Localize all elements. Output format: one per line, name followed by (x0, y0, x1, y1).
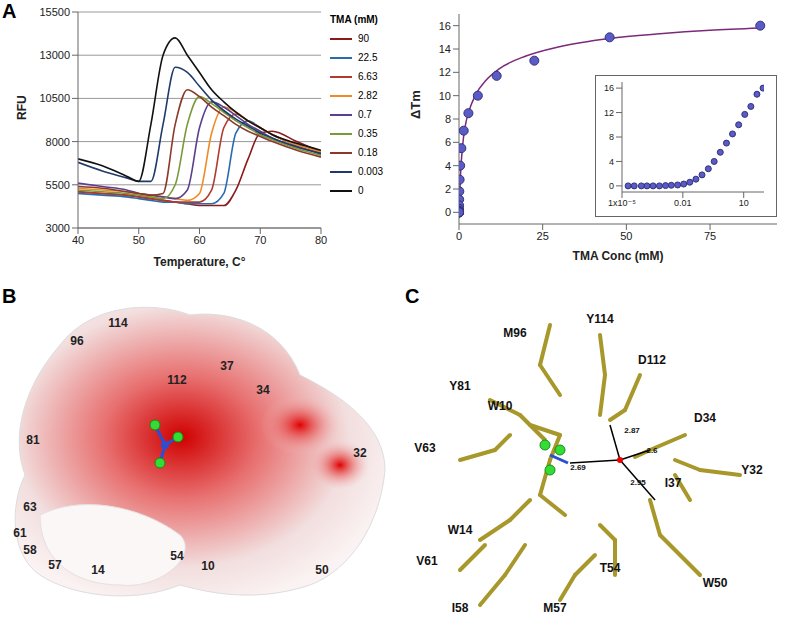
svg-text:10500: 10500 (39, 92, 70, 104)
svg-text:W14: W14 (448, 523, 473, 537)
svg-text:0: 0 (456, 230, 462, 242)
svg-text:W50: W50 (703, 576, 728, 590)
html-text:22.5: 22.5 (358, 52, 378, 63)
svg-text:16: 16 (604, 83, 614, 93)
svg-text:8000: 8000 (46, 136, 70, 148)
svg-text:12: 12 (439, 66, 451, 78)
html-text:B: B (2, 285, 17, 307)
svg-text:112: 112 (167, 373, 187, 387)
svg-text:Y81: Y81 (449, 379, 471, 393)
svg-text:63: 63 (23, 500, 37, 514)
svg-text:0: 0 (609, 181, 614, 191)
svg-text:TMA Conc (mM): TMA Conc (mM) (573, 249, 664, 263)
svg-text:14: 14 (91, 563, 105, 577)
svg-text:2.87: 2.87 (624, 426, 640, 435)
svg-text:W10: W10 (488, 399, 513, 413)
svg-text:10: 10 (201, 559, 215, 573)
svg-text:54: 54 (170, 549, 184, 563)
svg-text:RFU: RFU (15, 95, 29, 120)
svg-text:40: 40 (72, 234, 84, 246)
svg-text:4: 4 (609, 157, 614, 167)
svg-text:60: 60 (193, 234, 205, 246)
svg-text:81: 81 (26, 433, 40, 447)
svg-text:2.6: 2.6 (646, 446, 658, 455)
svg-text:25: 25 (537, 230, 549, 242)
svg-text:I58: I58 (452, 601, 469, 615)
svg-text:14: 14 (439, 43, 451, 55)
svg-text:37: 37 (220, 359, 234, 373)
svg-text:Y114: Y114 (586, 312, 614, 326)
svg-text:5500: 5500 (46, 179, 70, 191)
svg-text:T54: T54 (600, 561, 621, 575)
html-text:A: A (2, 0, 17, 22)
svg-text:V61: V61 (416, 554, 438, 568)
svg-text:M96: M96 (503, 326, 527, 340)
svg-text:50: 50 (133, 234, 145, 246)
svg-text:2.95: 2.95 (630, 478, 646, 487)
svg-text:70: 70 (254, 234, 266, 246)
svg-text:58: 58 (23, 543, 37, 557)
svg-text:Y32: Y32 (741, 463, 763, 477)
html-text:0.7: 0.7 (358, 109, 372, 120)
svg-text:114: 114 (108, 316, 128, 330)
svg-text:61: 61 (13, 526, 27, 540)
svg-text:75: 75 (704, 230, 716, 242)
html-text:0.18: 0.18 (358, 147, 378, 158)
html-text:0: 0 (358, 185, 364, 196)
svg-text:10: 10 (739, 198, 749, 208)
svg-text:32: 32 (353, 446, 367, 460)
html-text:0.003: 0.003 (358, 166, 383, 177)
svg-text:V63: V63 (414, 441, 436, 455)
svg-text:3000: 3000 (46, 222, 70, 234)
svg-text:12: 12 (604, 108, 614, 118)
svg-text:16: 16 (439, 20, 451, 32)
svg-text:96: 96 (70, 334, 84, 348)
html-text:0.35: 0.35 (358, 128, 378, 139)
svg-text:D34: D34 (694, 411, 716, 425)
svg-text:D112: D112 (638, 353, 666, 367)
svg-text:50: 50 (620, 230, 632, 242)
svg-text:13000: 13000 (39, 49, 70, 61)
svg-text:ΔTm: ΔTm (408, 90, 423, 119)
svg-text:Temperature, C°: Temperature, C° (154, 255, 246, 269)
svg-text:15500: 15500 (39, 6, 70, 18)
svg-text:8: 8 (609, 132, 614, 142)
svg-text:10: 10 (439, 90, 451, 102)
html-text:C: C (405, 285, 420, 307)
svg-text:34: 34 (256, 383, 270, 397)
svg-text:4: 4 (445, 160, 451, 172)
html-text:90: 90 (358, 33, 370, 44)
svg-text:2.69: 2.69 (570, 463, 586, 472)
svg-text:1x10⁻⁵: 1x10⁻⁵ (608, 198, 636, 208)
svg-text:80: 80 (315, 234, 327, 246)
html-text:6.63: 6.63 (358, 71, 378, 82)
svg-text:2: 2 (445, 183, 451, 195)
svg-text:0.01: 0.01 (674, 198, 692, 208)
svg-text:M57: M57 (543, 601, 567, 615)
svg-text:8: 8 (445, 113, 451, 125)
svg-text:I37: I37 (665, 476, 682, 490)
svg-text:57: 57 (48, 558, 62, 572)
html-text:2.82: 2.82 (358, 90, 378, 101)
svg-text:0: 0 (445, 206, 451, 218)
svg-text:50: 50 (315, 563, 329, 577)
html-text:TMA (mM): TMA (mM) (330, 14, 378, 25)
svg-text:6: 6 (445, 136, 451, 148)
